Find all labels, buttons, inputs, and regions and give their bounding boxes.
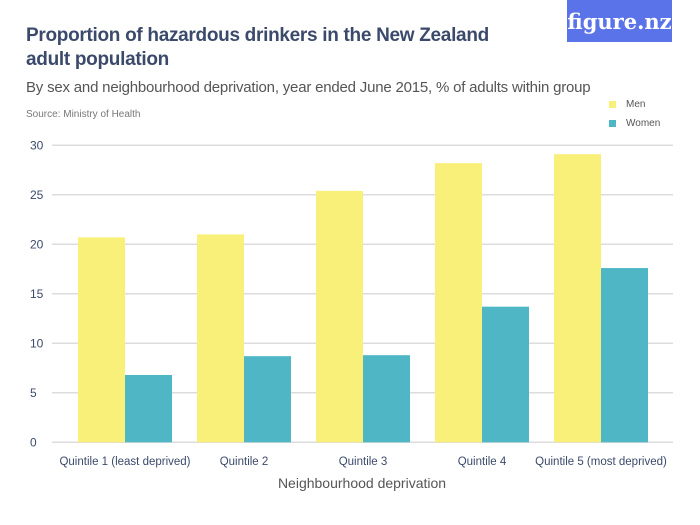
x-tick-label: Quintile 4 xyxy=(458,456,507,468)
y-tick-label: 10 xyxy=(30,336,44,350)
x-tick-label: Quintile 3 xyxy=(339,456,388,468)
bar-men xyxy=(197,234,244,443)
x-axis-label: Neighbourhood deprivation xyxy=(278,475,446,491)
legend-label-men: Men xyxy=(626,99,646,110)
bar-women xyxy=(601,268,648,443)
bar-men xyxy=(435,163,482,443)
figure-nz-logo[interactable]: figure.nz xyxy=(567,0,672,42)
chart-title: Proportion of hazardous drinkers in the … xyxy=(26,25,489,70)
y-tick-label: 30 xyxy=(30,138,44,152)
y-tick-label: 5 xyxy=(30,386,37,400)
bar-women xyxy=(482,306,529,443)
x-tick-label: Quintile 2 xyxy=(220,456,269,468)
bar-men xyxy=(554,154,601,443)
bar-women xyxy=(244,356,291,443)
y-tick-label: 25 xyxy=(30,188,44,202)
legend-swatch-men xyxy=(609,101,616,108)
x-tick-label: Quintile 1 (least deprived) xyxy=(59,456,190,468)
chart-subtitle: By sex and neighbourhood deprivation, ye… xyxy=(26,79,591,96)
legend-item-men: Men xyxy=(609,99,645,110)
bar-men xyxy=(316,190,363,443)
y-tick-label: 15 xyxy=(30,287,44,301)
legend-item-women: Women xyxy=(609,118,660,129)
bar-women xyxy=(363,355,410,443)
source-note: Source: Ministry of Health xyxy=(26,109,141,120)
legend-label-women: Women xyxy=(626,118,661,129)
y-tick-label: 20 xyxy=(30,237,44,251)
bar-women xyxy=(125,374,172,443)
y-tick-label: 0 xyxy=(30,435,37,449)
bar-men xyxy=(78,237,125,443)
x-tick-label: Quintile 5 (most deprived) xyxy=(535,456,667,468)
legend-swatch-women xyxy=(609,120,616,127)
